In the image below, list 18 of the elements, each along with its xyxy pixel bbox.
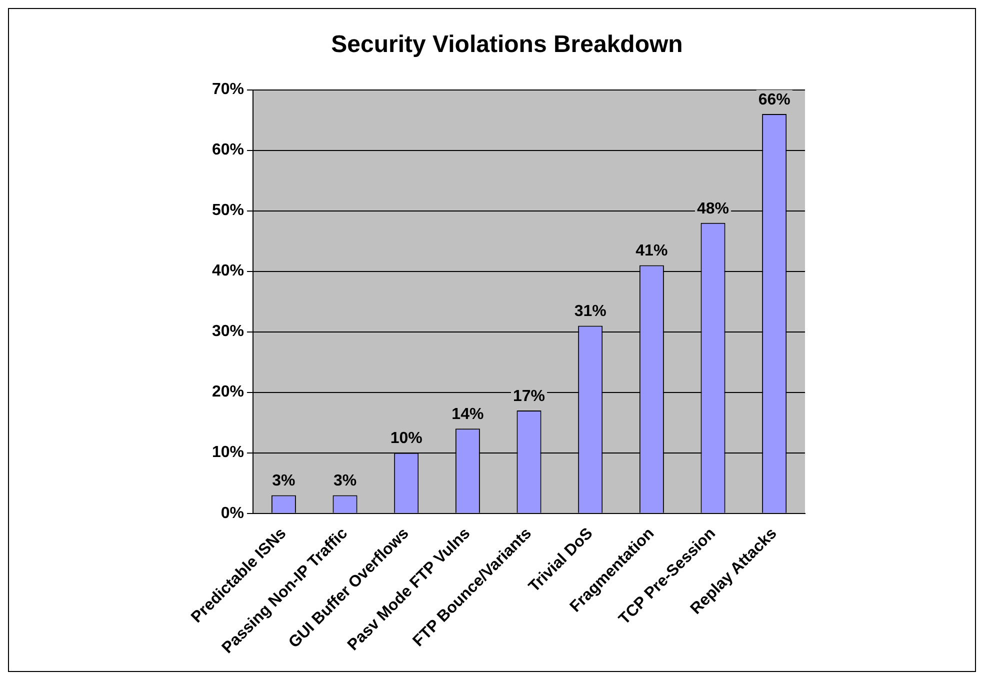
data-label: 17% (512, 388, 546, 405)
y-tick-label: 40% (212, 262, 244, 280)
y-tick-label: 20% (212, 384, 244, 401)
data-label: 3% (333, 472, 357, 490)
data-label: 66% (758, 91, 790, 108)
data-label: 3% (272, 472, 296, 490)
data-label: 41% (636, 242, 668, 260)
chart-title: Security Violations Breakdown (331, 31, 683, 58)
y-tick-label: 30% (212, 323, 244, 340)
y-tick-label: 50% (212, 202, 244, 220)
y-tick-label: 60% (212, 142, 244, 159)
y-tick-label: 10% (212, 444, 244, 462)
data-label: 48% (696, 200, 730, 218)
data-label: 31% (574, 303, 606, 320)
y-tick-label: 0% (220, 504, 244, 522)
data-label: 10% (390, 430, 422, 448)
y-tick-label: 70% (212, 81, 244, 98)
data-label: 14% (452, 406, 484, 424)
